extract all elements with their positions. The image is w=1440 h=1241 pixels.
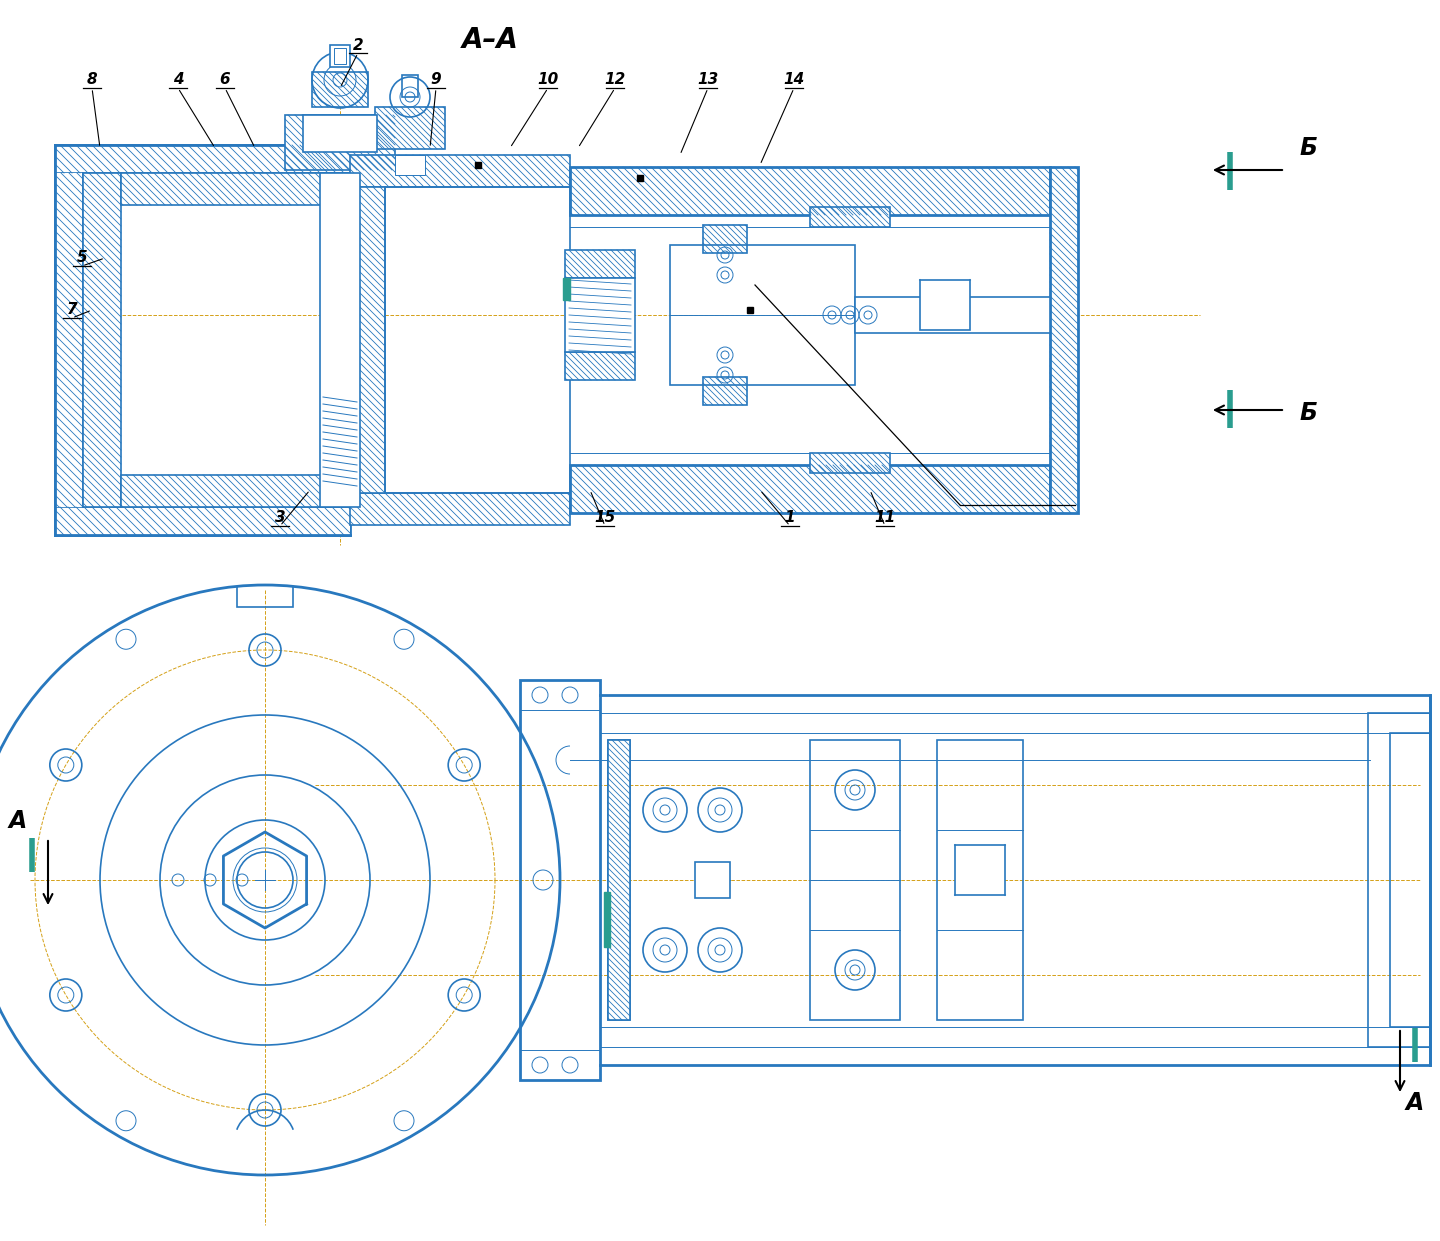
Text: 1: 1	[785, 510, 795, 525]
Text: 6: 6	[220, 72, 230, 88]
Bar	[350, 187, 384, 493]
Text: 2: 2	[353, 37, 363, 52]
Text: А: А	[9, 809, 27, 833]
Text: 11: 11	[874, 510, 896, 525]
Bar	[937, 740, 1022, 1020]
Bar	[350, 155, 570, 187]
Bar	[670, 244, 855, 385]
Bar	[402, 74, 418, 97]
Text: 7: 7	[66, 303, 78, 318]
Bar	[121, 172, 350, 205]
Text: 15: 15	[595, 510, 616, 525]
Text: Б: Б	[1300, 137, 1318, 160]
Bar	[809, 207, 890, 227]
Bar	[320, 172, 360, 508]
Bar	[703, 225, 747, 253]
Bar	[608, 740, 631, 1020]
Bar	[570, 168, 1050, 215]
Bar	[330, 45, 350, 67]
Bar	[855, 297, 1050, 333]
Bar	[302, 115, 377, 151]
Bar	[920, 280, 971, 330]
Bar	[809, 453, 890, 473]
Bar	[55, 145, 350, 535]
Text: 8: 8	[86, 72, 98, 88]
Bar	[384, 187, 570, 493]
Bar	[55, 172, 84, 508]
Bar	[312, 72, 369, 107]
Text: 4: 4	[173, 72, 183, 88]
Text: 14: 14	[783, 72, 805, 88]
Bar	[55, 145, 350, 172]
Bar	[603, 892, 611, 947]
Bar	[520, 680, 600, 1080]
Bar	[608, 740, 631, 1020]
Bar	[55, 508, 350, 535]
Bar	[374, 107, 445, 149]
Bar	[1390, 733, 1430, 1028]
Text: 9: 9	[431, 72, 441, 88]
Bar	[809, 740, 900, 1020]
Bar	[285, 115, 395, 170]
Text: Б: Б	[1300, 401, 1318, 424]
Bar	[84, 172, 121, 508]
Bar	[334, 48, 346, 65]
Text: 13: 13	[697, 72, 719, 88]
Bar	[1050, 168, 1079, 513]
Text: А: А	[1405, 1091, 1424, 1114]
Bar	[1368, 714, 1430, 1047]
Text: А–А: А–А	[462, 26, 518, 55]
Text: 5: 5	[76, 251, 88, 266]
Bar	[696, 862, 730, 898]
Bar	[564, 249, 635, 278]
Text: 3: 3	[275, 510, 285, 525]
Bar	[564, 278, 635, 352]
Bar	[121, 475, 350, 508]
Bar	[350, 493, 570, 525]
Bar	[563, 278, 570, 300]
Text: 12: 12	[605, 72, 625, 88]
Bar	[703, 377, 747, 405]
Bar	[570, 465, 1050, 513]
Bar	[395, 155, 425, 175]
Bar	[955, 845, 1005, 895]
Text: 10: 10	[537, 72, 559, 88]
Bar	[564, 352, 635, 380]
